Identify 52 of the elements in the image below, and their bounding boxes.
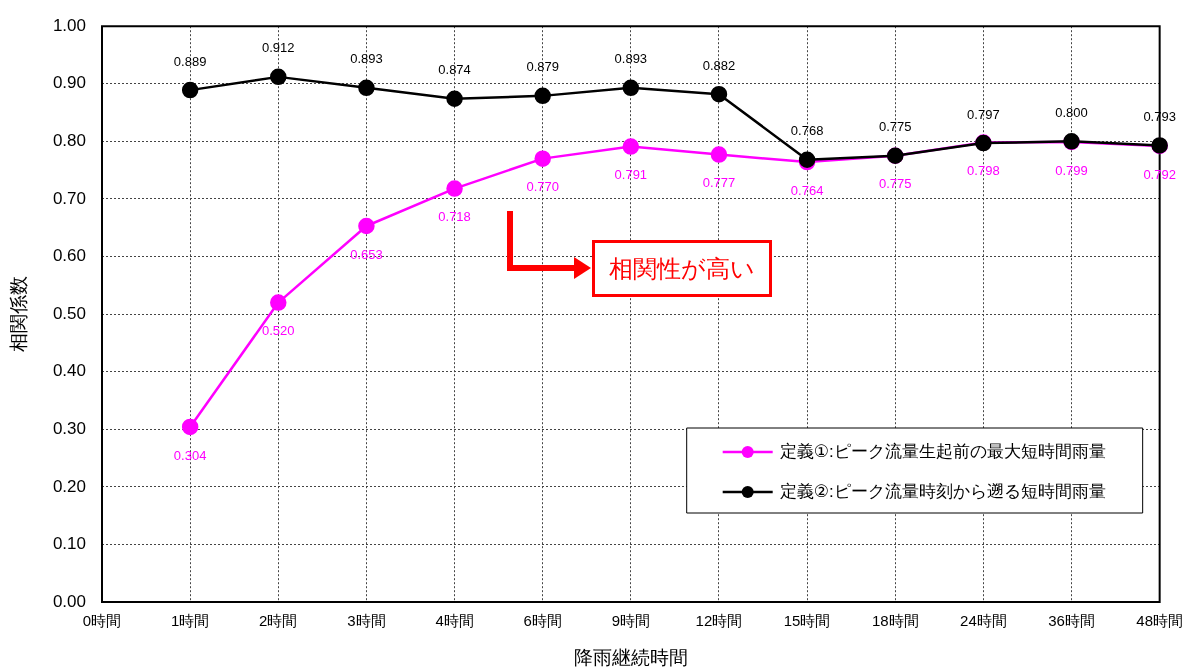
y-tick-label: 0.50 — [52, 303, 86, 323]
data-label: 0.770 — [526, 179, 559, 195]
x-tick-label: 24時間 — [960, 612, 1007, 630]
data-label: 0.764 — [790, 182, 824, 198]
y-tick-label: 0.00 — [52, 591, 86, 611]
data-label: 0.879 — [526, 59, 559, 75]
data-label: 0.882 — [702, 57, 736, 73]
y-tick-label: 0.60 — [52, 246, 86, 266]
data-label: 0.775 — [878, 119, 912, 135]
data-label: 0.520 — [262, 323, 295, 339]
x-tick-label: 9時間 — [611, 612, 650, 630]
x-tick-label: 1時間 — [170, 612, 210, 630]
legend-label: 定義①:ピーク流量生起前の最大短時間雨量 — [779, 441, 1106, 461]
y-tick-label: 0.30 — [52, 418, 86, 438]
data-label: 0.791 — [614, 167, 648, 183]
x-axis-title: 降雨継続時間 — [573, 646, 688, 668]
data-label: 0.893 — [614, 51, 648, 67]
x-tick-label: 12時間 — [695, 612, 743, 630]
x-tick-label: 0時間 — [82, 612, 122, 630]
data-label: 0.800 — [1055, 104, 1088, 120]
data-label: 0.797 — [967, 106, 1000, 122]
y-tick-label: 0.20 — [52, 476, 86, 496]
y-tick-label: 0.80 — [52, 131, 86, 151]
x-tick-label: 18時間 — [871, 612, 919, 630]
callout-frame: 相関性が高い — [592, 240, 772, 297]
y-tick-label: 0.90 — [52, 73, 86, 93]
data-label: 0.799 — [1055, 162, 1088, 178]
data-label: 0.653 — [350, 246, 383, 262]
data-label: 0.775 — [878, 176, 912, 192]
data-label: 0.768 — [790, 123, 824, 139]
data-label: 0.777 — [702, 175, 736, 191]
x-tick-label: 4時間 — [435, 612, 474, 630]
x-tick-label: 3時間 — [347, 612, 386, 630]
data-label: 0.893 — [350, 51, 383, 67]
legend-label: 定義②:ピーク流量時刻から遡る短時間雨量 — [779, 481, 1106, 501]
y-tick-label: 0.40 — [52, 361, 86, 381]
data-label: 0.798 — [967, 163, 1000, 179]
y-tick-label: 1.00 — [52, 15, 86, 35]
data-label: 0.718 — [438, 209, 471, 225]
x-tick-label: 48時間 — [1136, 612, 1183, 630]
y-tick-label: 0.10 — [52, 534, 86, 554]
annotation: 相関性が高い — [609, 254, 755, 284]
data-label: 0.889 — [173, 53, 207, 69]
y-tick-label: 0.70 — [52, 188, 86, 208]
y-axis-title: 相関係数 — [7, 276, 29, 353]
data-label: 0.912 — [262, 40, 295, 56]
data-label: 0.874 — [438, 62, 471, 78]
x-tick-label: 2時間 — [259, 612, 298, 630]
x-tick-label: 6時間 — [523, 612, 562, 630]
data-label: 0.304 — [173, 447, 207, 463]
x-tick-label: 36時間 — [1048, 612, 1095, 630]
x-tick-label: 15時間 — [783, 612, 831, 630]
